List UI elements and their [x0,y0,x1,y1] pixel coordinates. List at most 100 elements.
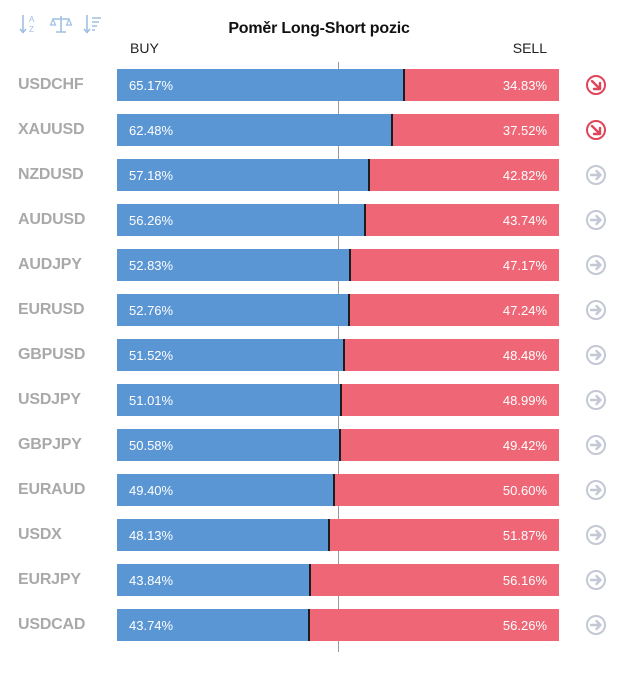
ratio-bar[interactable]: 48.13% 51.87% [117,519,559,551]
buy-percentage-label: 48.13% [129,528,174,543]
ratio-row: EURUSD 52.76% 47.24% [0,294,638,326]
buy-bar-segment: 57.18% [117,159,370,191]
neutral-signal-icon[interactable] [585,524,607,546]
ratio-bar[interactable]: 43.74% 56.26% [117,609,559,641]
symbol-label[interactable]: EURUSD [18,301,85,318]
sell-percentage-label: 42.82% [502,168,547,183]
symbol-label[interactable]: XAUUSD [18,121,85,138]
buy-bar-segment: 52.83% [117,249,351,281]
symbol-label[interactable]: USDCAD [18,616,86,633]
ratio-bar[interactable]: 52.83% 47.17% [117,249,559,281]
neutral-signal-icon[interactable] [585,434,607,456]
svg-text:A: A [29,15,35,24]
neutral-signal-icon[interactable] [585,299,607,321]
buy-bar-segment: 51.01% [117,384,343,416]
ratio-divider [391,114,394,146]
ratio-bar[interactable]: 43.84% 56.16% [117,564,559,596]
chart-title: Poměr Long-Short pozic [228,20,410,37]
symbol-label[interactable]: GBPUSD [18,346,86,363]
ratio-bar[interactable]: 62.48% 37.52% [117,114,559,146]
neutral-signal-icon[interactable] [585,209,607,231]
ratio-bar[interactable]: 57.18% 42.82% [117,159,559,191]
ratio-row: USDCAD 43.74% 56.26% [0,609,638,641]
ratio-divider [308,609,311,641]
sell-percentage-label: 48.48% [502,348,547,363]
buy-bar-segment: 49.40% [117,474,336,506]
bearish-signal-icon[interactable] [585,119,607,141]
ratio-row: USDX 48.13% 51.87% [0,519,638,551]
sell-percentage-label: 56.16% [502,573,547,588]
ratio-bar[interactable]: 51.01% 48.99% [117,384,559,416]
ratio-divider [308,564,311,596]
symbol-label[interactable]: GBPJPY [18,436,82,453]
symbol-label[interactable]: EURJPY [18,571,81,588]
buy-bar-segment: 51.52% [117,339,345,371]
buy-bar-segment: 43.74% [117,609,311,641]
buy-bar-segment: 43.84% [117,564,311,596]
sell-bar-segment: 56.26% [310,609,559,641]
scale-icon[interactable] [50,12,72,36]
buy-column-label: BUY [130,40,159,56]
sell-column-label: SELL [512,40,547,56]
buy-percentage-label: 62.48% [129,123,174,138]
sort-descending-icon[interactable] [82,12,104,36]
ratio-row: USDJPY 51.01% 48.99% [0,384,638,416]
sell-percentage-label: 37.52% [502,123,547,138]
ratio-divider [327,519,330,551]
sell-percentage-label: 34.83% [502,78,547,93]
ratio-bar[interactable]: 65.17% 34.83% [117,69,559,101]
neutral-signal-icon[interactable] [585,254,607,276]
bearish-signal-icon[interactable] [585,74,607,96]
buy-percentage-label: 51.01% [129,393,174,408]
ratio-row: EURAUD 49.40% 50.60% [0,474,638,506]
symbol-label[interactable]: USDCHF [18,76,84,93]
neutral-signal-icon[interactable] [585,614,607,636]
ratio-divider [403,69,406,101]
ratio-row: GBPJPY 50.58% 49.42% [0,429,638,461]
buy-bar-segment: 62.48% [117,114,394,146]
symbol-label[interactable]: NZDUSD [18,166,84,183]
buy-percentage-label: 51.52% [129,348,174,363]
neutral-signal-icon[interactable] [585,344,607,366]
sort-alphabetical-icon[interactable]: A Z [18,12,40,36]
symbol-label[interactable]: USDJPY [18,391,81,408]
ratio-row: USDCHF 65.17% 34.83% [0,69,638,101]
ratio-bar[interactable]: 52.76% 47.24% [117,294,559,326]
buy-bar-segment: 48.13% [117,519,330,551]
sell-percentage-label: 51.87% [502,528,547,543]
neutral-signal-icon[interactable] [585,569,607,591]
symbol-label[interactable]: EURAUD [18,481,86,498]
ratio-row: AUDJPY 52.83% 47.17% [0,249,638,281]
ratio-row: XAUUSD 62.48% 37.52% [0,114,638,146]
ratio-row: EURJPY 43.84% 56.16% [0,564,638,596]
symbol-label[interactable]: AUDUSD [18,211,86,228]
neutral-signal-icon[interactable] [585,389,607,411]
ratio-bar[interactable]: 56.26% 43.74% [117,204,559,236]
ratio-divider [338,429,341,461]
ratio-bar[interactable]: 49.40% 50.60% [117,474,559,506]
ratio-bar[interactable]: 51.52% 48.48% [117,339,559,371]
svg-text:Z: Z [29,25,34,34]
sell-bar-segment: 56.16% [310,564,559,596]
buy-percentage-label: 52.76% [129,303,174,318]
ratio-divider [340,384,343,416]
sell-bar-segment: 50.60% [335,474,559,506]
sell-bar-segment: 37.52% [393,114,559,146]
ratio-divider [342,339,345,371]
sell-bar-segment: 42.82% [369,159,559,191]
sell-bar-segment: 48.99% [342,384,559,416]
sell-bar-segment: 51.87% [329,519,559,551]
neutral-signal-icon[interactable] [585,164,607,186]
buy-percentage-label: 50.58% [129,438,174,453]
sell-percentage-label: 56.26% [502,618,547,633]
ratio-divider [348,249,351,281]
neutral-signal-icon[interactable] [585,479,607,501]
sell-percentage-label: 48.99% [502,393,547,408]
symbol-label[interactable]: AUDJPY [18,256,82,273]
symbol-label[interactable]: USDX [18,526,62,543]
buy-percentage-label: 52.83% [129,258,174,273]
sell-percentage-label: 50.60% [502,483,547,498]
sell-percentage-label: 49.42% [502,438,547,453]
ratio-bar[interactable]: 50.58% 49.42% [117,429,559,461]
buy-percentage-label: 43.74% [129,618,174,633]
